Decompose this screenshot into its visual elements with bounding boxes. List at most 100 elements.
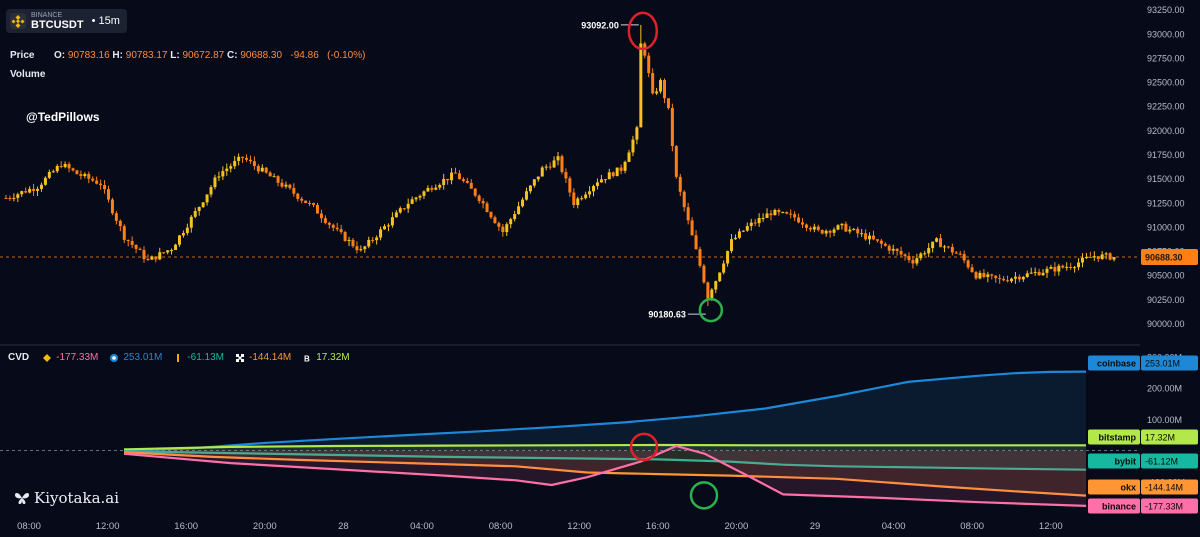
cvd-tick-label: 200.00M	[1147, 384, 1182, 394]
candle-body	[304, 200, 308, 203]
binance-logo-icon	[10, 13, 26, 29]
legend-okx[interactable]: -144.14M	[235, 352, 291, 363]
candle-body	[106, 189, 110, 200]
candle-body	[465, 180, 469, 183]
time-tick-label: 12:00	[96, 521, 120, 532]
candle-body	[670, 108, 674, 147]
price-tick-label: 91750.00	[1147, 150, 1185, 160]
timeframe[interactable]: • 15m	[91, 15, 120, 27]
series-name-text: bitstamp	[1098, 433, 1136, 443]
legend-bybit[interactable]: -61.13M	[174, 352, 224, 363]
candle-body	[505, 224, 509, 233]
candle-body	[229, 166, 233, 169]
candle-body	[1045, 268, 1049, 273]
series-name-text: bybit	[1115, 457, 1137, 467]
candle-body	[958, 253, 962, 255]
time-tick-label: 12:00	[1039, 521, 1063, 532]
series-value-text: 17.32M	[1145, 433, 1175, 443]
series-name-tag	[1088, 429, 1140, 445]
legend-bitstamp-value: 17.32M	[316, 352, 350, 363]
candle-body	[260, 167, 264, 172]
candle-body	[355, 246, 359, 251]
candle-body	[130, 241, 134, 245]
candle-body	[205, 194, 209, 203]
candle-body	[513, 214, 517, 220]
candle-body	[71, 168, 75, 171]
candle-body	[698, 249, 702, 266]
candle-body	[911, 260, 915, 264]
candle-body	[55, 166, 59, 172]
candle-body	[103, 185, 107, 190]
candle-body	[95, 180, 99, 184]
candle-body	[662, 80, 666, 99]
change-value: -94.86	[290, 50, 319, 61]
candle-body	[1092, 256, 1096, 258]
candle-body	[1025, 273, 1029, 277]
legend-bitstamp[interactable]: B 17.32M	[303, 352, 349, 363]
candle-body	[986, 274, 990, 278]
series-name-tag	[1088, 479, 1140, 495]
candle-body	[666, 98, 670, 109]
candle-body	[761, 217, 765, 219]
candle-body	[564, 172, 568, 179]
price-tick-label: 91250.00	[1147, 198, 1185, 208]
candle-body	[706, 282, 710, 299]
candle-body	[726, 251, 730, 264]
candle-body	[927, 248, 931, 254]
candle-body	[568, 178, 572, 193]
binance-icon	[43, 353, 52, 362]
candle-body	[177, 235, 181, 245]
price-tick-label: 93250.00	[1147, 5, 1185, 15]
cvd-line-bybit	[123, 450, 1087, 471]
legend-binance[interactable]: -177.33M	[43, 352, 98, 363]
candle-body	[158, 252, 162, 260]
cvd-legend: CVD -177.33M 253.01M -61.13M -144.14M B …	[8, 352, 362, 363]
volume-label: Volume	[10, 69, 46, 80]
candle-body	[576, 198, 580, 206]
candle-body	[185, 227, 189, 233]
candle-body	[954, 252, 958, 254]
low-highlight-circle	[698, 297, 724, 323]
candle-body	[296, 193, 300, 199]
candle-body	[883, 243, 887, 246]
candle-body	[737, 231, 741, 238]
cvd-lines[interactable]	[123, 370, 1087, 507]
cvd-tick-label: 100.00M	[1147, 415, 1182, 425]
candle-body	[327, 222, 331, 225]
candle-body	[43, 177, 47, 185]
candle-body	[197, 206, 201, 211]
low-price-label: 90180.63	[648, 310, 686, 320]
ohlc-row: Price O: 90783.16 H: 90783.17 L: 90672.8…	[10, 50, 365, 61]
candle-body	[627, 152, 631, 162]
candles[interactable]	[4, 24, 1116, 307]
candle-body	[110, 199, 114, 214]
series-value-text: -144.14M	[1145, 483, 1183, 493]
candle-body	[536, 176, 540, 180]
price-tick-label: 90000.00	[1147, 319, 1185, 329]
time-tick-label: 12:00	[567, 521, 591, 532]
candle-body	[312, 203, 316, 205]
cvd-area-okx	[124, 450, 1086, 496]
exchange-name: BINANCE	[31, 11, 63, 19]
candle-body	[1100, 254, 1104, 259]
series-value-text: -177.33M	[1145, 502, 1183, 512]
candle-body	[962, 254, 966, 261]
time-tick-label: 16:00	[646, 521, 670, 532]
candle-body	[517, 206, 521, 215]
candle-body	[473, 188, 477, 196]
candle-body	[288, 184, 292, 189]
candle-body	[150, 256, 154, 260]
candle-body	[398, 208, 402, 213]
legend-coinbase[interactable]: 253.01M	[110, 352, 162, 363]
candle-body	[966, 260, 970, 268]
time-tick-label: 20:00	[253, 521, 277, 532]
series-name-tag	[1088, 453, 1140, 469]
candle-body	[379, 229, 383, 238]
candle-body	[1065, 266, 1069, 268]
candle-body	[493, 217, 497, 224]
candle-body	[907, 256, 911, 261]
candle-body	[394, 212, 398, 218]
candle-body	[264, 167, 268, 173]
candle-body	[524, 191, 528, 200]
symbol-badge[interactable]: BINANCE BTCUSDT • 15m	[6, 9, 127, 33]
